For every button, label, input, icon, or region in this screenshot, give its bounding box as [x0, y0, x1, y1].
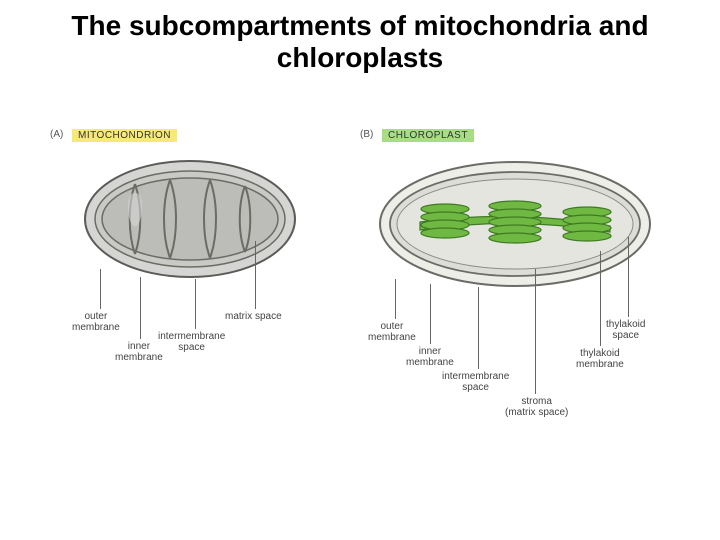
leader-line: [195, 279, 196, 329]
leader-line: [140, 277, 141, 339]
leader-line: [600, 251, 601, 346]
label-outer-membrane: outer membrane: [72, 311, 120, 333]
panel-a-label: MITOCHONDRION: [72, 129, 177, 142]
leader-line: [628, 237, 629, 317]
label-inner-membrane-b: inner membrane: [406, 346, 454, 368]
leader-line: [430, 284, 431, 344]
leader-line: [478, 287, 479, 369]
page-title: The subcompartments of mitochondria and …: [0, 0, 720, 74]
leader-line: [395, 279, 396, 319]
leader-line: [255, 241, 256, 309]
label-inner-membrane: inner membrane: [115, 341, 163, 363]
panels-container: (A) MITOCHONDRION: [0, 129, 720, 429]
panel-a-letter: (A): [50, 129, 63, 140]
panel-mitochondrion: (A) MITOCHONDRION: [50, 129, 330, 409]
panel-chloroplast: (B) CHLOROPLAST: [360, 129, 670, 429]
label-outer-membrane-b: outer membrane: [368, 321, 416, 343]
chloroplast-diagram: [375, 154, 655, 294]
label-stroma: stroma (matrix space): [505, 396, 568, 418]
label-matrix-space: matrix space: [225, 311, 282, 322]
mitochondrion-diagram: [80, 154, 300, 284]
panel-b-label: CHLOROPLAST: [382, 129, 474, 142]
label-intermembrane-space: intermembrane space: [158, 331, 225, 353]
label-thylakoid-membrane: thylakoid membrane: [576, 348, 624, 370]
leader-line: [535, 269, 536, 394]
leader-line: [100, 269, 101, 309]
panel-b-letter: (B): [360, 129, 373, 140]
label-intermembrane-space-b: intermembrane space: [442, 371, 509, 393]
label-thylakoid-space: thylakoid space: [606, 319, 645, 341]
